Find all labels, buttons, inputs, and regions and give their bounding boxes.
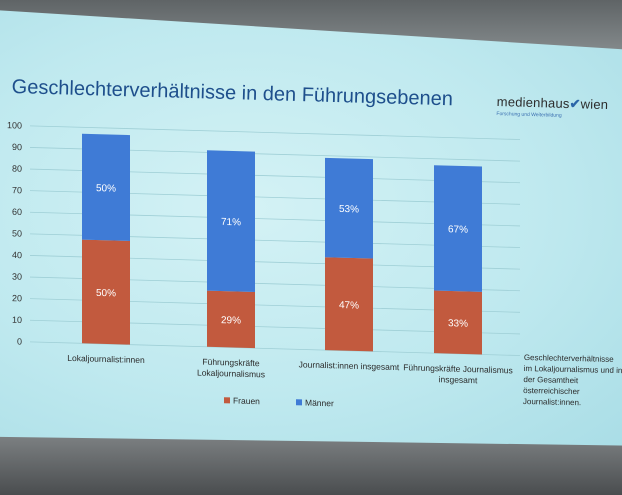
category-label: Journalist:innen insgesamt (299, 359, 400, 372)
y-tick-label: 90 (12, 142, 22, 152)
y-tick-label: 60 (12, 207, 22, 217)
data-label: 29% (221, 315, 241, 327)
y-tick-label: 50 (12, 228, 22, 238)
side-note: Geschlechterverhältnisse im Lokaljournal… (522, 352, 622, 408)
y-tick-label: 40 (12, 250, 22, 260)
category-label: Führungskräfte Journalismus (403, 362, 513, 375)
data-label: 50% (96, 288, 116, 300)
category-label: insgesamt (439, 374, 478, 385)
category-label: Lokaljournalismus (197, 368, 265, 380)
category-label: Führungskräfte (202, 357, 259, 369)
data-label: 33% (448, 318, 468, 330)
category-label: Lokaljournalist:innen (67, 353, 145, 365)
gridline (30, 125, 520, 140)
y-tick-label: 70 (12, 185, 22, 195)
y-tick-label: 20 (12, 293, 22, 303)
y-tick-label: 0 (17, 336, 22, 346)
legend-label: Frauen (233, 396, 260, 407)
legend-label: Männer (305, 398, 334, 409)
y-tick-label: 10 (12, 315, 22, 325)
data-label: 53% (339, 204, 359, 216)
y-axis: 0 10 20 30 40 50 60 70 80 90 100 (7, 120, 22, 346)
bar-frauen (82, 239, 130, 345)
bar-maenner (207, 150, 255, 292)
bar-maenner (325, 157, 373, 259)
bar-maenner (434, 165, 482, 292)
data-label: 50% (96, 183, 116, 195)
data-label: 71% (221, 217, 241, 229)
data-label: 67% (448, 224, 468, 236)
bars: 50% 50% 29% 71% 47% 53% 33% 67% (82, 133, 482, 355)
y-tick-label: 100 (7, 120, 22, 130)
legend-swatch-maenner (296, 399, 302, 406)
bar-frauen (325, 257, 373, 352)
data-label: 47% (339, 300, 359, 312)
wall-base (0, 435, 622, 495)
y-tick-label: 30 (12, 272, 22, 282)
x-axis: Lokaljournalist:innen FührungskräfteLokal… (67, 353, 513, 385)
bar-frauen (434, 290, 482, 355)
y-tick-label: 80 (12, 164, 22, 174)
legend: Frauen Männer (224, 396, 334, 409)
bar-frauen (207, 290, 255, 349)
bar-maenner (82, 133, 130, 241)
legend-swatch-frauen (224, 397, 230, 404)
